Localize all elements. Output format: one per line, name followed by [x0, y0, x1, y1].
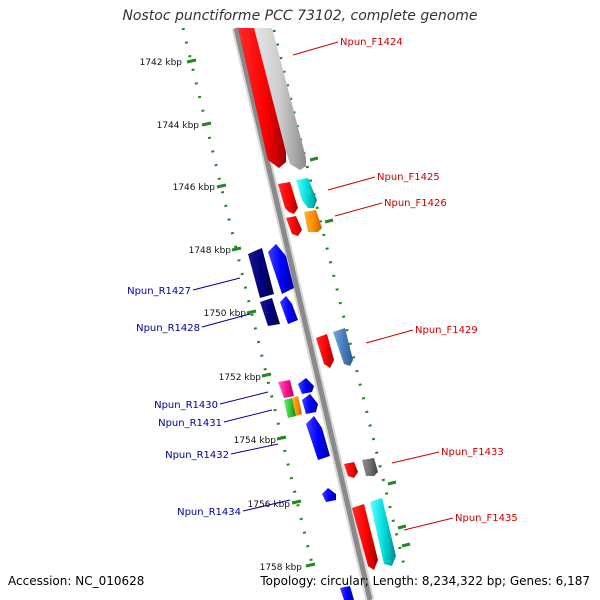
gene-Npun_F1433[interactable]: [344, 458, 378, 478]
leader-line: [334, 202, 383, 217]
ruler-label: 1758 kbp: [260, 563, 303, 573]
leader-line: [192, 277, 241, 291]
ruler-tick: [291, 499, 302, 505]
gene-label[interactable]: Npun_F1435: [455, 513, 518, 524]
leader-line: [219, 391, 269, 405]
gene-label[interactable]: Npun_R1427: [127, 286, 191, 297]
genome-summary: Topology: circular; Length: 8,234,322 bp…: [260, 574, 590, 588]
gene-Npun_R1432[interactable]: [306, 416, 330, 460]
ruler-label: 1744 kbp: [157, 121, 200, 131]
ruler-label: 1754 kbp: [234, 436, 277, 446]
gene-label[interactable]: Npun_F1425: [377, 172, 440, 183]
leader-line: [403, 517, 454, 531]
gene-label[interactable]: Npun_R1432: [165, 450, 229, 461]
gene-label[interactable]: Npun_F1429: [415, 325, 478, 336]
leader-line: [242, 499, 291, 512]
ruler-track: [181, 27, 315, 569]
ruler-label: 1750 kbp: [204, 309, 247, 319]
gene-label[interactable]: Npun_R1434: [177, 507, 241, 518]
gene-label[interactable]: Npun_F1433: [441, 447, 504, 458]
forward-track-ticks: [309, 156, 411, 548]
gene-Npun_R1430[interactable]: [278, 378, 314, 398]
gene-Npun_F1429[interactable]: [316, 328, 353, 368]
gene-Npun_F1424[interactable]: [238, 28, 306, 170]
gene-Npun_F1426[interactable]: [286, 210, 322, 236]
leader-line: [223, 409, 273, 423]
gene-Npun_R1427[interactable]: [248, 244, 294, 298]
ruler-ticks: [186, 58, 316, 568]
ruler-tick: [216, 183, 227, 189]
gene-label[interactable]: Npun_R1431: [158, 418, 222, 429]
ruler-tick: [261, 372, 272, 378]
leader-line: [201, 313, 251, 328]
gene-Npun_F1435[interactable]: [340, 498, 396, 600]
ruler-label: 1742 kbp: [140, 58, 183, 68]
gene-label[interactable]: Npun_R1430: [154, 400, 218, 411]
ruler-tick: [305, 562, 316, 568]
ruler-label: 1748 kbp: [189, 246, 232, 256]
accession-label: Accession: NC_010628: [8, 574, 145, 588]
ruler-tick: [231, 246, 242, 252]
leader-line: [365, 329, 414, 344]
ruler-label: 1752 kbp: [219, 373, 262, 383]
leader-line: [327, 176, 376, 191]
gene-Npun_F1425[interactable]: [278, 178, 317, 214]
ruler-tick: [186, 58, 197, 64]
leader-line: [292, 41, 339, 56]
ruler-tick: [201, 121, 212, 127]
gene-label[interactable]: Npun_F1426: [384, 198, 447, 209]
gene-label[interactable]: Npun_R1428: [136, 323, 200, 334]
ruler-tick: [276, 435, 287, 441]
gene-Npun_R1428[interactable]: [260, 296, 298, 326]
gene-Npun_R1431[interactable]: [284, 394, 318, 418]
gene-Npun_R1434[interactable]: [322, 488, 336, 502]
leader-line: [230, 443, 279, 455]
ruler-tick: [246, 309, 257, 315]
gene-label[interactable]: Npun_F1424: [340, 37, 403, 48]
leader-line: [391, 451, 440, 464]
genome-backbone-core: [233, 27, 373, 600]
ruler-label: 1746 kbp: [173, 183, 216, 193]
map-title: Nostoc punctiforme PCC 73102, complete g…: [122, 8, 478, 24]
